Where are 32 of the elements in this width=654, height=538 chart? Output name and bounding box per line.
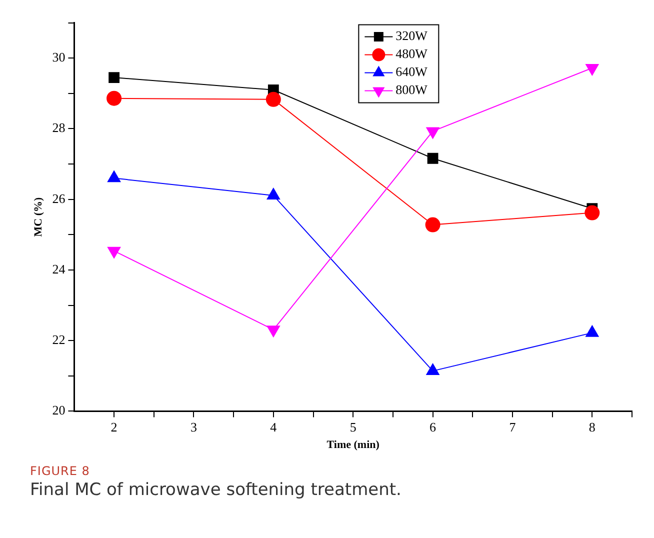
- point: [108, 72, 120, 83]
- legend-label: 320W: [396, 28, 428, 44]
- point: [426, 363, 440, 375]
- y-tick-label: 30: [52, 50, 66, 65]
- x-tick-label: 3: [190, 419, 197, 434]
- point: [107, 170, 121, 182]
- point: [425, 217, 440, 232]
- x-tick-label: 8: [588, 419, 596, 434]
- y-tick-label: 24: [52, 261, 66, 276]
- point: [584, 205, 600, 220]
- point: [427, 152, 438, 164]
- y-tick-label: 28: [52, 120, 66, 136]
- x-tick-label: 7: [509, 419, 516, 434]
- x-tick-label: 5: [350, 419, 356, 434]
- legend-label: 480W: [396, 46, 428, 62]
- x-tick-label: 6: [430, 419, 437, 434]
- y-tick-label: 26: [52, 190, 66, 206]
- y-tick-label: 20: [52, 402, 66, 418]
- x-axis-title: Time (min): [326, 439, 380, 452]
- legend-label: 640W: [396, 64, 428, 80]
- point: [266, 188, 280, 200]
- y-axis-title: MC (%): [32, 196, 44, 237]
- point: [586, 325, 599, 337]
- caption: FIGURE 8: [30, 464, 91, 478]
- x-tick-label: 2: [110, 419, 118, 434]
- x-tick-label: 4: [270, 419, 278, 434]
- y-tick-label: 22: [52, 332, 66, 348]
- point: [586, 64, 599, 76]
- point: [266, 92, 281, 107]
- point: [106, 90, 122, 106]
- legend-label: 800W: [396, 82, 428, 98]
- text: Final MC of microwave softening treatment.: [30, 480, 402, 500]
